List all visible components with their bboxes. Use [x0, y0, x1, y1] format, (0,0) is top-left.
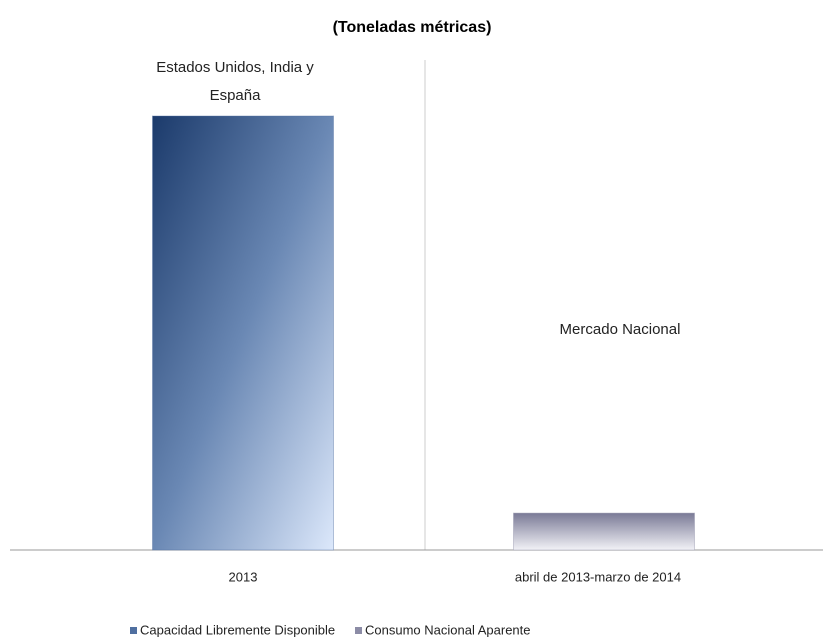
bar — [152, 115, 334, 551]
group-label: Mercado Nacional — [560, 321, 681, 338]
legend-label: Consumo Nacional Aparente — [365, 622, 531, 637]
group-label: Estados Unidos, India y — [156, 59, 314, 76]
legend-swatch — [130, 627, 137, 634]
x-tick-label: abril de 2013-marzo de 2014 — [515, 569, 681, 584]
chart-title: (Toneladas métricas) — [333, 19, 492, 36]
x-tick-label: 2013 — [229, 569, 258, 584]
bar — [513, 512, 695, 551]
legend-swatch — [355, 627, 362, 634]
legend-label: Capacidad Libremente Disponible — [140, 622, 335, 637]
group-label: España — [210, 87, 262, 104]
